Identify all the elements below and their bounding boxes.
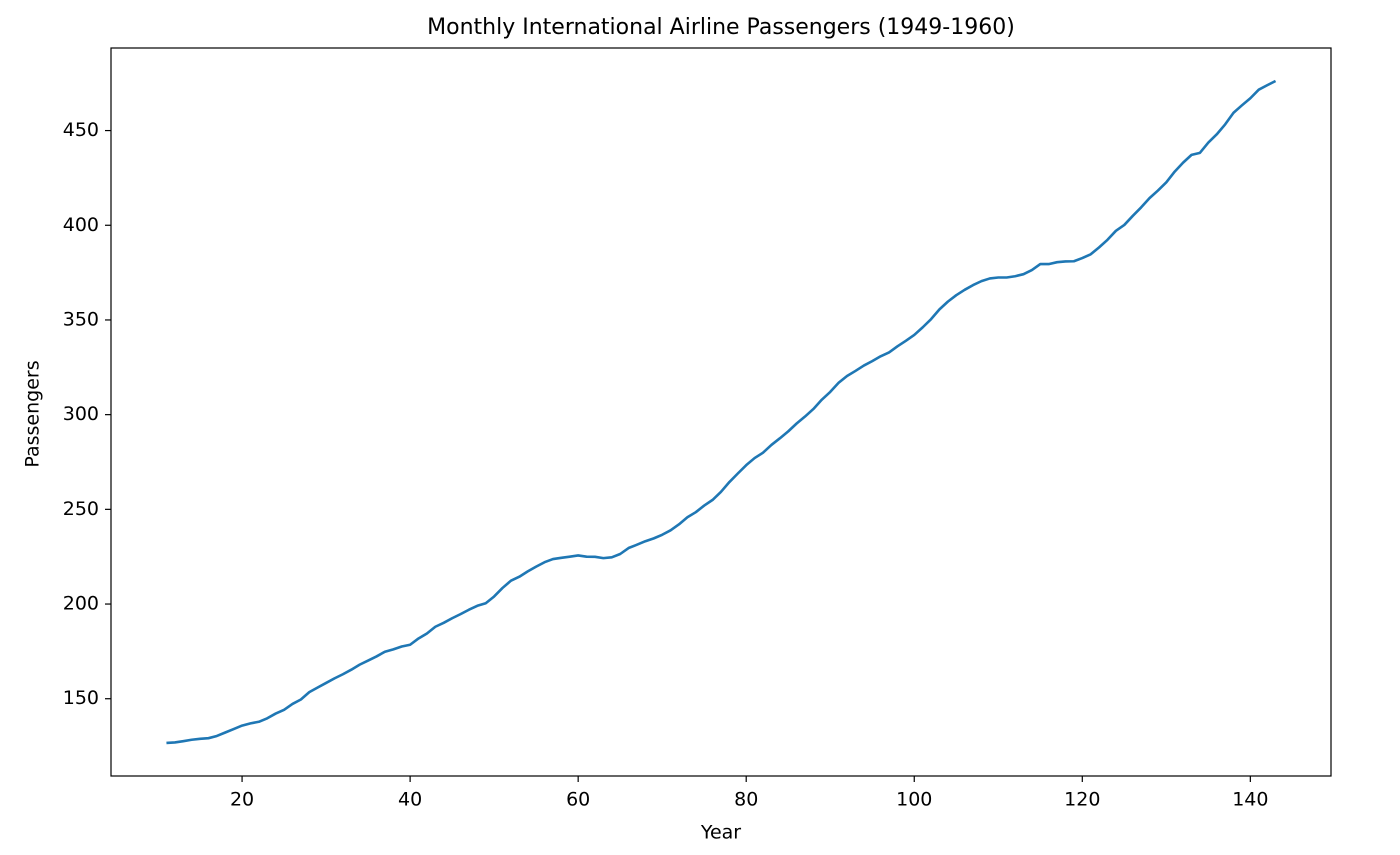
y-tick-label: 200 <box>63 593 99 615</box>
y-axis-label: Passengers <box>22 360 44 467</box>
x-axis-label: Year <box>700 822 741 844</box>
plot-area: 150 200 250 300 350 400 450 20 40 60 80 100 120 140 <box>63 79 1277 811</box>
y-tick-label: 150 <box>63 687 99 709</box>
x-tick-label: 120 <box>1064 789 1100 811</box>
x-tick-label: 40 <box>398 789 422 811</box>
y-tick-label: 300 <box>63 403 99 425</box>
chart-title: Monthly International Airline Passengers… <box>427 15 1015 40</box>
data-line <box>166 79 1277 745</box>
axes-frame <box>110 47 1332 777</box>
x-tick-label: 80 <box>734 789 758 811</box>
x-tick-label: 20 <box>230 789 254 811</box>
x-tick-label: 100 <box>896 789 932 811</box>
x-tick-label: 140 <box>1232 789 1268 811</box>
y-tick-label: 250 <box>63 498 99 520</box>
x-tick-label: 60 <box>566 789 590 811</box>
y-tick-label: 450 <box>63 119 99 141</box>
y-tick-label: 350 <box>63 308 99 330</box>
y-tick-label: 400 <box>63 214 99 236</box>
